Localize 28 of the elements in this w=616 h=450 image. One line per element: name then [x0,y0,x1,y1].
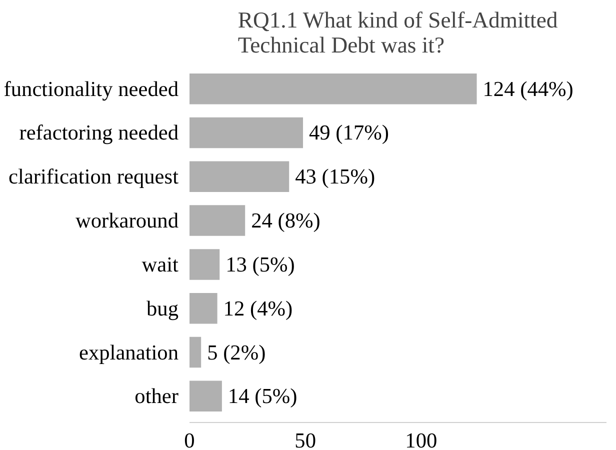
bar [190,73,477,104]
y-tick-label: workaround [75,208,179,233]
y-tick-label: bug [146,296,179,320]
data-label: 13 (5%) [226,252,295,276]
data-label: 124 (44%) [482,76,574,101]
data-label: 5 (2%) [207,340,266,364]
data-label: 43 (15%) [295,164,376,189]
y-tick-label: other [134,384,179,408]
bar [190,249,220,280]
x-tick-label: 0 [184,428,195,450]
data-label: 49 (17%) [309,120,389,145]
y-tick-label: explanation [79,340,179,364]
bar [190,205,246,236]
bar [190,292,218,324]
chart-title: RQ1.1 What kind of Self-Admitted Technical Debt was it? [238,8,558,58]
data-label: 24 (8%) [251,208,320,233]
bar [190,161,290,192]
y-tick-label: refactoring needed [19,120,179,145]
x-tick-label: 100 [405,428,438,450]
bar [190,336,202,368]
data-label: 14 (5%) [228,384,298,408]
y-tick-label: functionality needed [4,76,179,101]
y-tick-label: wait [142,252,179,276]
y-tick-label: clarification request [8,164,179,189]
x-tick-label: 50 [294,428,316,450]
data-label: 12 (4%) [223,296,293,320]
bar [190,380,222,412]
bar [190,117,304,148]
